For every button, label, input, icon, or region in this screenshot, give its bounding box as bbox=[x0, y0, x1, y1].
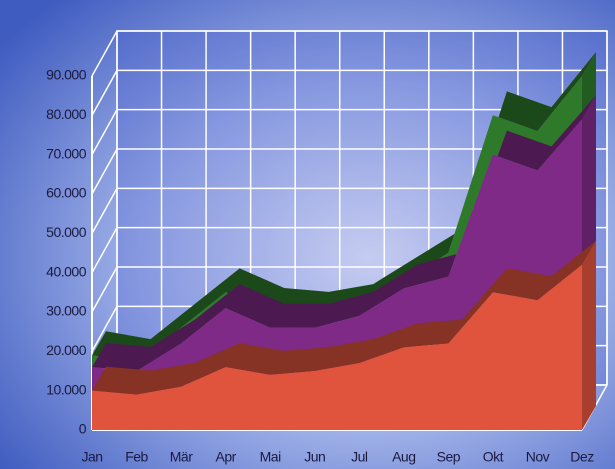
x-tick-label: Jun bbox=[304, 449, 325, 465]
grid-line-side bbox=[91, 187, 118, 234]
area-side bbox=[582, 95, 596, 265]
x-tick-label: Apr bbox=[215, 449, 236, 465]
y-tick-label: 10.000 bbox=[46, 381, 87, 397]
plot: 0 10.000 20.000 30.000 40.000 50.000 60.000 70.… bbox=[46, 30, 608, 465]
x-tick-label: Okt bbox=[483, 449, 504, 465]
area-top bbox=[92, 240, 596, 395]
y-tick-label: 20.000 bbox=[46, 342, 87, 358]
grid-line-side bbox=[91, 30, 118, 77]
grid-line-side bbox=[91, 69, 118, 116]
y-tick-label: 60.000 bbox=[46, 185, 87, 201]
y-tick-label: 30.000 bbox=[46, 303, 87, 319]
grid-line-side bbox=[91, 305, 118, 352]
y-tick-label: 90.000 bbox=[46, 67, 87, 83]
y-tick-label: 50.000 bbox=[46, 224, 87, 240]
grid-line-side bbox=[91, 227, 118, 274]
area bbox=[92, 264, 582, 430]
y-tick-label: 0 bbox=[79, 421, 87, 437]
y-tick-label: 80.000 bbox=[46, 106, 87, 122]
area-side bbox=[582, 52, 596, 120]
x-tick-label: Mai bbox=[260, 449, 281, 465]
x-tick-label: Nov bbox=[526, 449, 550, 465]
grid-line-side bbox=[91, 109, 118, 156]
x-tick-label: Sep bbox=[437, 449, 461, 465]
x-tick-label: Jan bbox=[81, 449, 102, 465]
x-tick-label: Mär bbox=[170, 449, 193, 465]
area-side bbox=[582, 240, 596, 430]
grid-line-side bbox=[91, 148, 118, 195]
grid-line-side bbox=[91, 266, 118, 313]
x-tick-label: Dez bbox=[570, 449, 594, 465]
x-tick-label: Feb bbox=[125, 449, 148, 465]
x-tick-label: Aug bbox=[392, 449, 415, 465]
y-tick-label: 70.000 bbox=[46, 145, 87, 161]
y-tick-label: 40.000 bbox=[46, 263, 87, 279]
x-tick-label: Jul bbox=[351, 449, 368, 465]
area-top bbox=[92, 95, 596, 372]
